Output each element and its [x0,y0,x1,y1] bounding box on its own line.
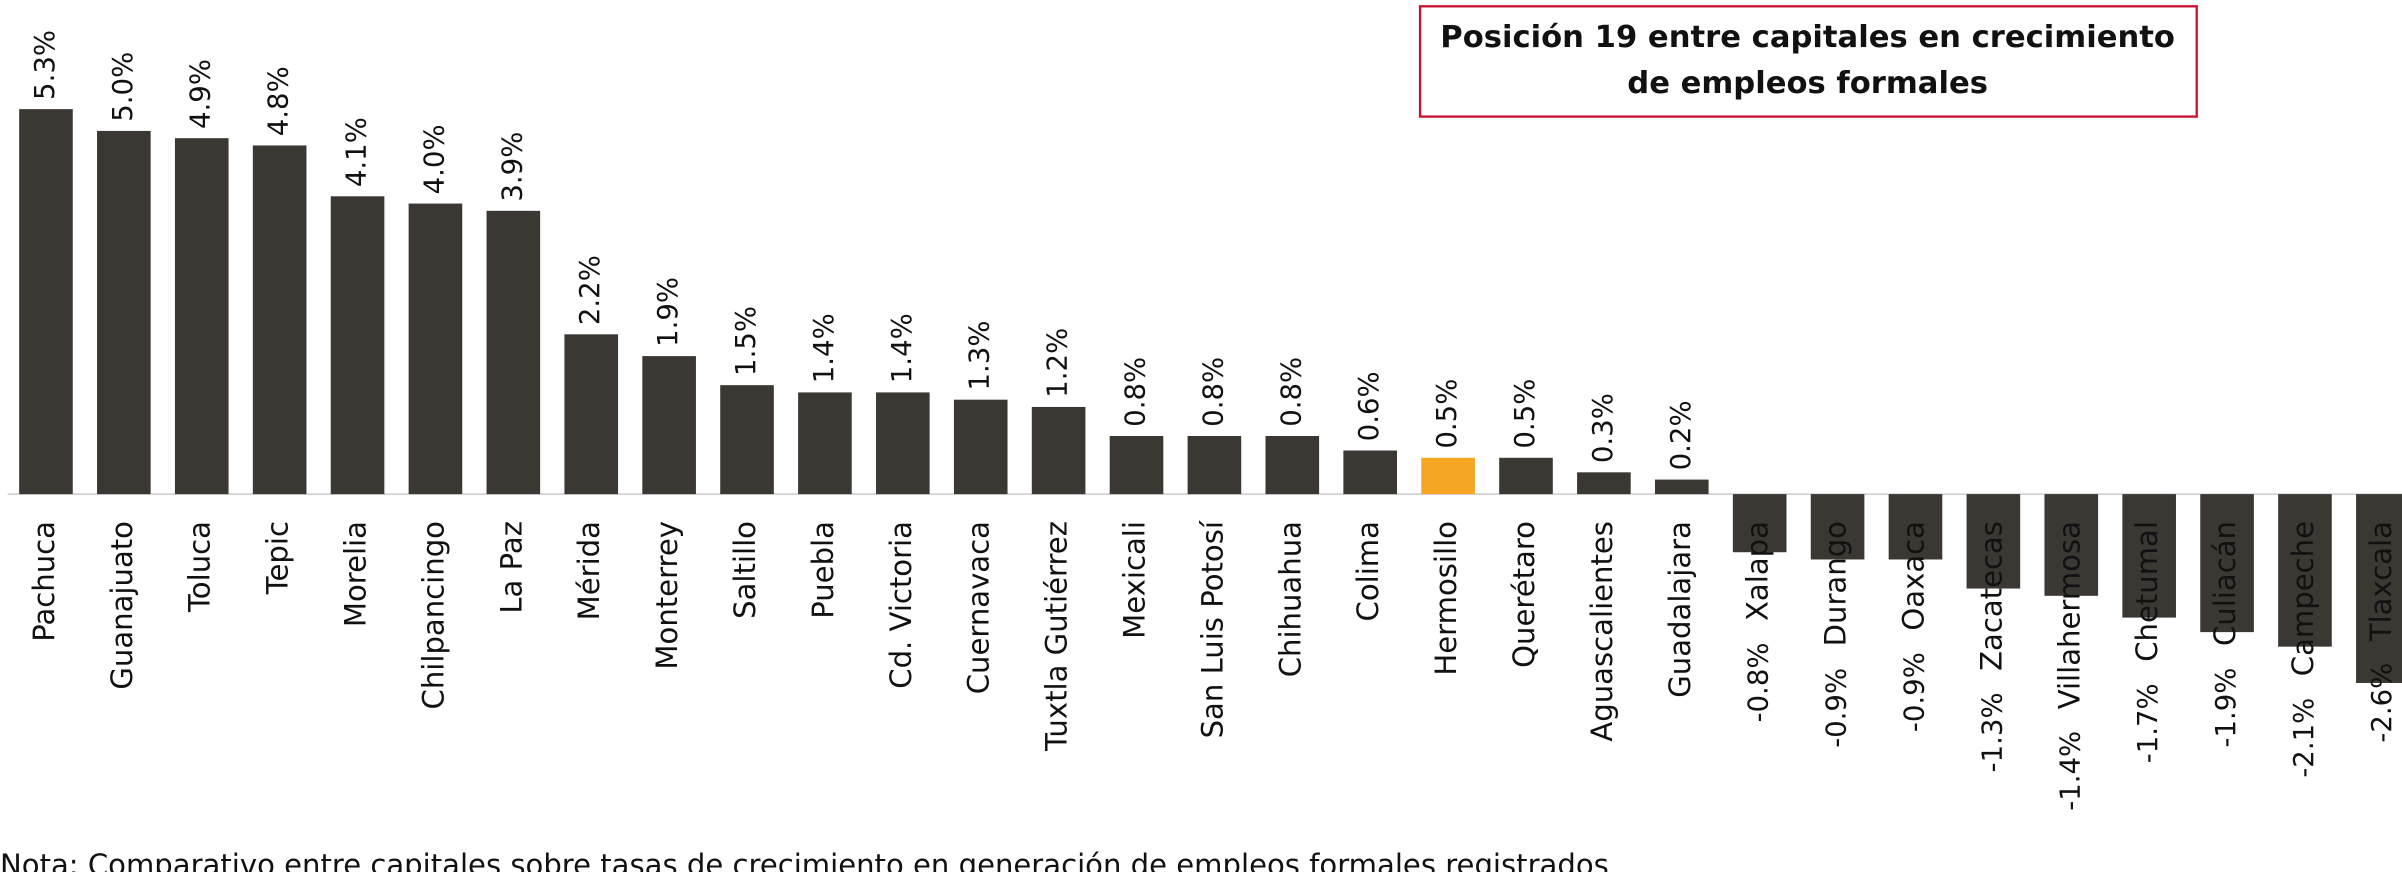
x-tick-label: Culiacán [2208,521,2242,646]
data-label: -2.1% [2287,698,2320,778]
x-tick-label: Chihuahua [1273,521,1307,677]
x-tick-label: Cuernavaca [962,521,996,694]
bar [330,196,385,495]
bar [953,399,1008,495]
x-tick-label: Puebla [806,521,840,619]
x-tick-label: Guanajuato [105,521,139,690]
data-label: 3.9% [495,132,528,202]
data-label: 1.4% [807,313,840,383]
x-tick-label: Pachuca [27,521,61,642]
bar [642,356,696,495]
x-tick-label: Toluca [183,521,217,613]
data-label: 2.2% [573,255,606,325]
data-label: 1.9% [651,277,684,347]
bar [876,392,930,495]
bar [1888,494,1943,560]
bar [408,203,463,495]
bar [2044,494,2099,596]
title-box [1418,5,2198,118]
bar [19,109,73,495]
data-label: -0.9% [1897,652,1930,732]
data-label: 5.3% [28,30,61,100]
data-label: -1.4% [2053,731,2086,811]
data-label: 4.8% [262,66,295,136]
bar [174,138,229,495]
bar [1109,436,1164,495]
data-label: 0.2% [1664,400,1697,470]
x-tick-label: Tuxtla Gutiérrez [1040,521,1074,752]
data-label: 4.1% [340,117,373,187]
data-label: 1.4% [885,313,918,383]
x-tick-label: Colima [1351,521,1385,621]
x-tick-label: Morelia [339,521,373,627]
data-label: 0.3% [1586,393,1619,463]
bar [97,130,151,495]
bar [1966,494,2021,589]
x-tick-label: San Luis Potosí [1195,520,1229,738]
x-tick-label: Aguascalientes [1585,521,1619,742]
bar [1265,436,1320,495]
data-label: 0.5% [1430,379,1463,449]
bar [2122,494,2176,618]
data-label: 1.2% [1041,328,1074,398]
bar [1732,494,1787,553]
bar [1810,494,1865,560]
data-label: 0.6% [1352,371,1385,441]
x-tick-label: Mérida [572,521,606,620]
data-label: 0.8% [1274,357,1307,427]
bar [1343,450,1398,495]
data-label: 0.5% [1508,379,1541,449]
data-label: -0.9% [1820,668,1853,748]
data-label: 1.5% [729,306,762,376]
x-tick-label: Mexicali [1118,521,1152,639]
note: Nota: Comparativo entre capitales sobre … [0,848,1609,872]
bar [564,334,619,495]
x-tick-label: Oaxaca [1896,521,1930,631]
x-tick-label: Saltillo [728,521,762,619]
bar [1499,457,1553,495]
x-tick-label: La Paz [494,521,528,614]
bar [1654,479,1709,495]
data-label: 4.0% [417,124,450,194]
bar [1421,457,1475,495]
chart-title: Posición 19 entre capitales en crecimien… [1440,20,2175,55]
x-tick-label: Monterrey [650,521,684,670]
x-tick-label: Durango [1819,521,1853,646]
x-tick-label: Querétaro [1507,521,1541,668]
data-label: -1.3% [1975,692,2008,772]
data-label: 4.9% [184,59,217,129]
x-tick-label: Villahermosa [2052,521,2086,709]
x-tick-label: Hermosillo [1429,521,1463,676]
bar [1577,472,1631,495]
bar [2356,494,2402,683]
x-tick-label: Chilpancingo [416,521,450,709]
x-tick-label: Guadalajara [1663,521,1697,698]
bar [252,145,307,495]
x-tick-label: Chetumal [2130,521,2164,662]
bar [720,385,774,495]
x-tick-label: Tlaxcala [2364,521,2398,642]
data-label: 0.8% [1119,357,1152,427]
data-label: -0.8% [1742,642,1775,722]
bar [1187,436,1242,495]
bar [2200,494,2254,633]
x-tick-label: Campeche [2286,521,2320,676]
x-tick-label: Xalapa [1741,521,1775,621]
x-tick-label: Zacatecas [1974,521,2008,671]
bar [798,392,852,495]
bar [1031,406,1086,495]
bar [486,210,541,495]
bar [2278,494,2332,647]
x-tick-label: Cd. Victoria [884,521,918,689]
data-label: 1.3% [963,320,996,390]
data-label: -1.9% [2209,667,2242,747]
chart-title: de empleos formales [1627,66,1988,101]
x-tick-label: Tepic [261,521,295,595]
data-label: -2.6% [2365,663,2398,743]
data-label: 5.0% [106,52,139,122]
data-label: -1.7% [2131,683,2164,763]
data-label: 0.8% [1196,357,1229,427]
